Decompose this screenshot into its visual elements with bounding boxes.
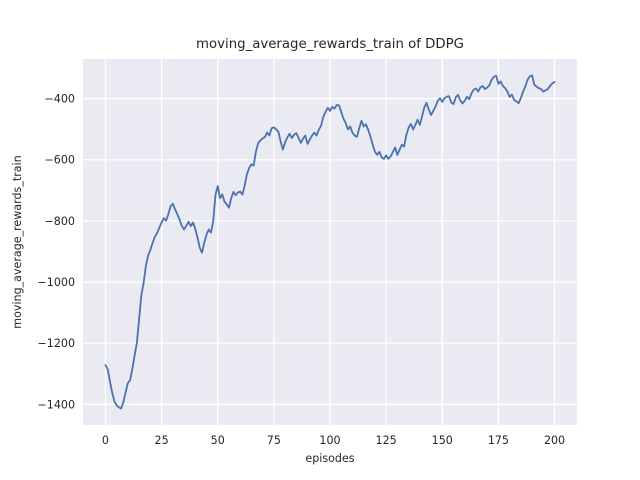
y-tick-label: −1200 bbox=[37, 337, 75, 350]
chart-title: moving_average_rewards_train of DDPG bbox=[196, 37, 464, 52]
x-tick-label: 25 bbox=[155, 434, 169, 447]
x-axis-label: episodes bbox=[305, 452, 354, 465]
x-tick-label: 175 bbox=[488, 434, 509, 447]
x-tick-label: 150 bbox=[432, 434, 453, 447]
x-tick-label: 50 bbox=[211, 434, 225, 447]
x-tick-label: 125 bbox=[376, 434, 397, 447]
series-line bbox=[104, 74, 556, 410]
y-tick-label: −600 bbox=[45, 154, 75, 167]
y-tick-label: −1000 bbox=[37, 276, 75, 289]
x-tick-label: 0 bbox=[102, 434, 109, 447]
y-tick-label: −800 bbox=[45, 215, 75, 228]
x-tick-label: 200 bbox=[544, 434, 565, 447]
y-tick-label: −1400 bbox=[37, 398, 75, 411]
x-tick-label: 100 bbox=[319, 434, 340, 447]
y-axis-label: moving_average_rewards_train bbox=[11, 155, 24, 328]
y-tick-label: −400 bbox=[45, 93, 75, 106]
x-tick-label: 75 bbox=[267, 434, 281, 447]
